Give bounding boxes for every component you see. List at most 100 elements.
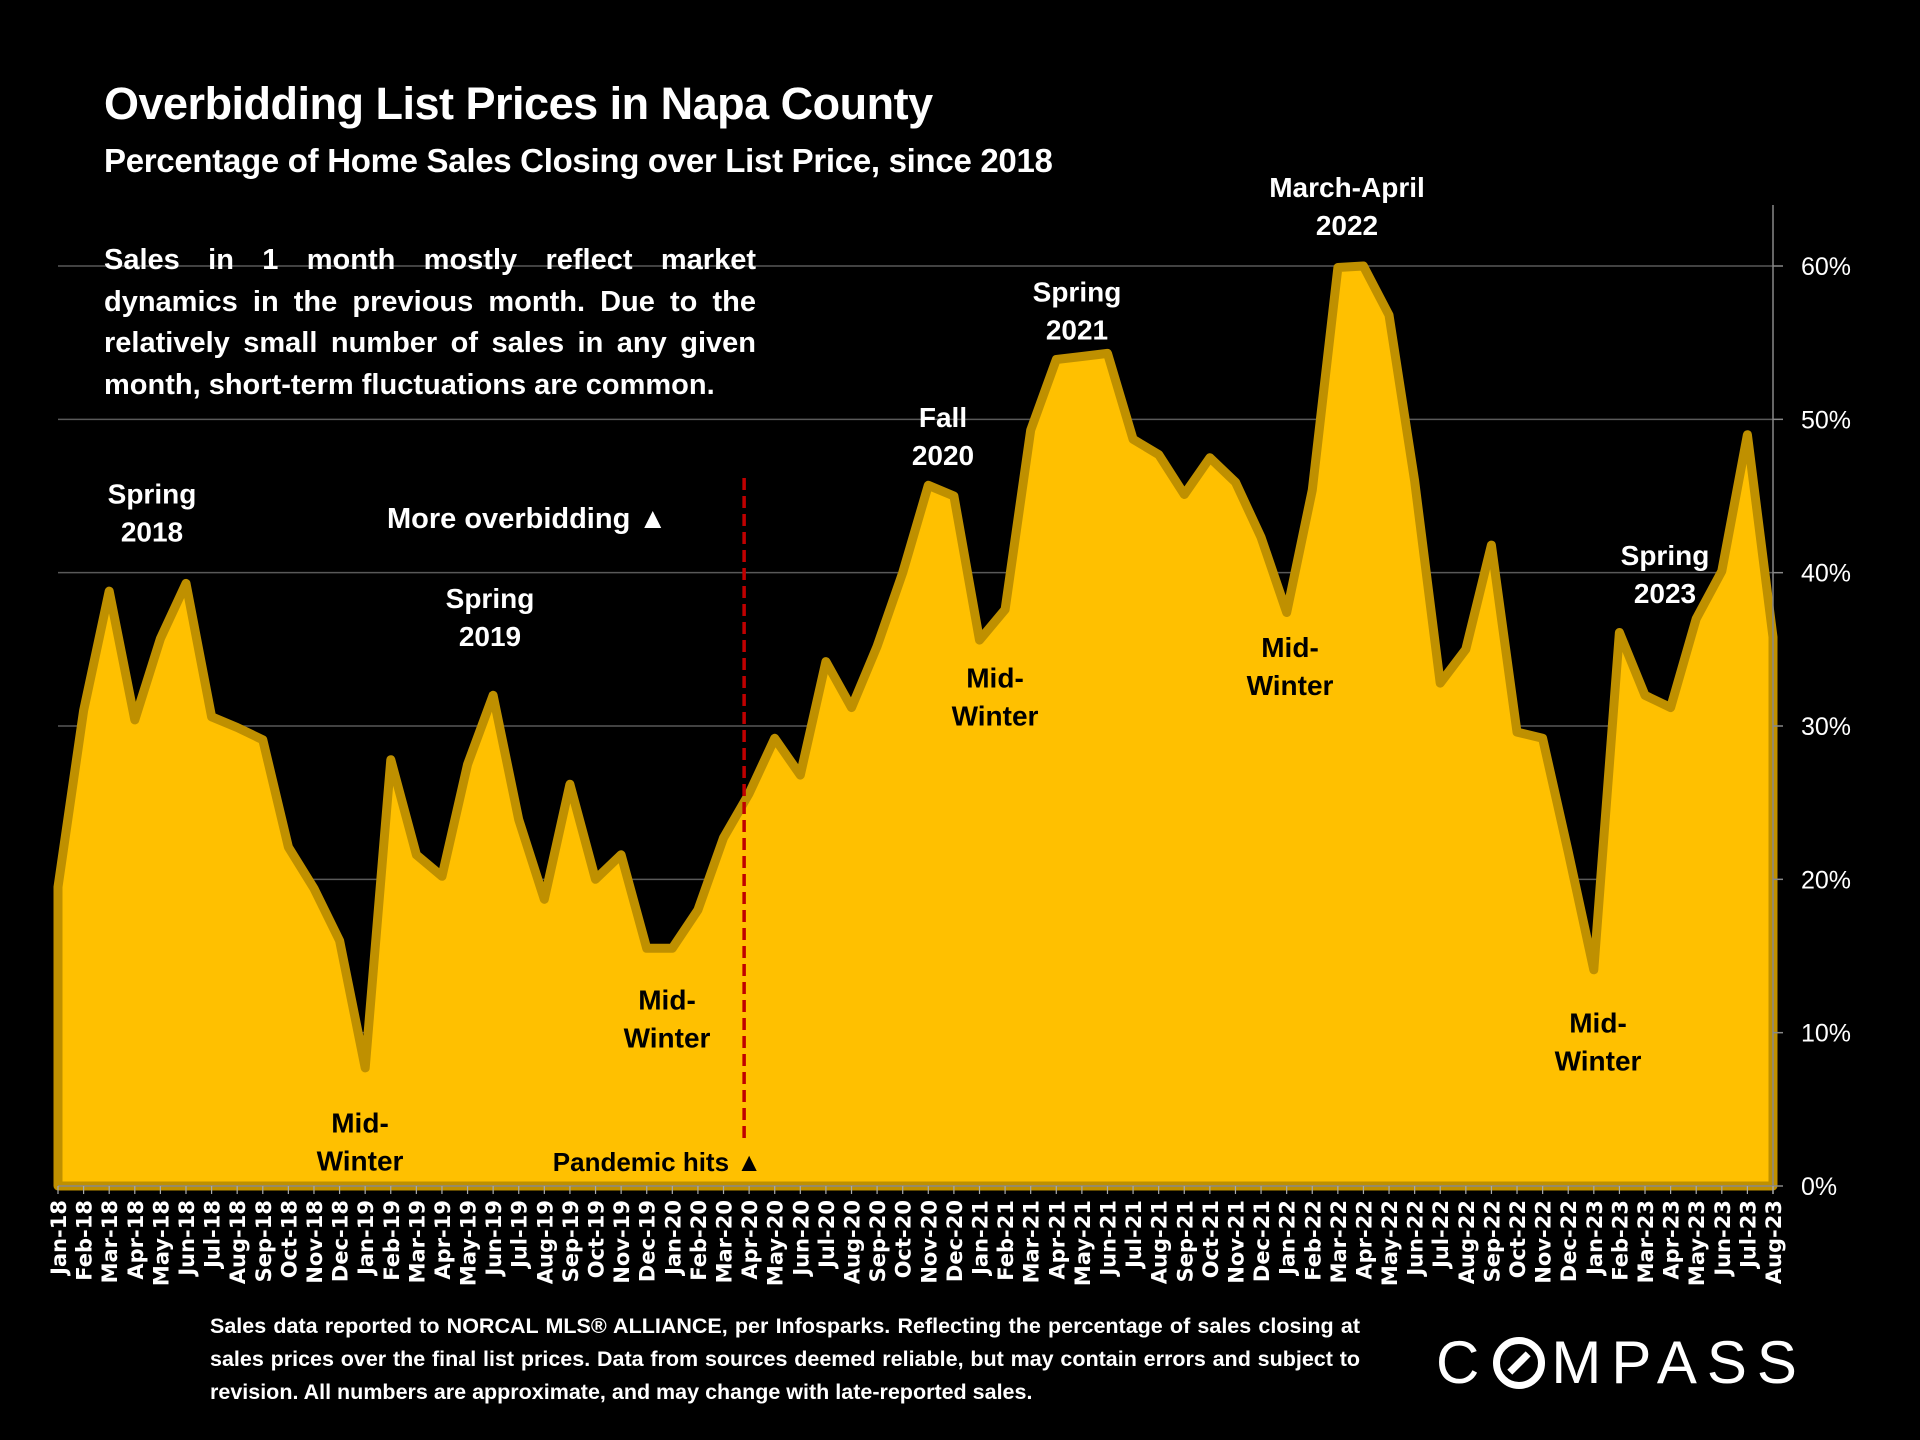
x-tick-label: Apr-21 <box>1045 1200 1069 1280</box>
x-tick-label: Mar-21 <box>1020 1200 1044 1283</box>
annotation-line: Winter <box>624 1023 711 1054</box>
x-tick-label: Jan-19 <box>354 1200 378 1277</box>
x-tick-label: Aug-21 <box>1148 1200 1172 1284</box>
annotation-line: 2020 <box>912 440 974 471</box>
x-tick-label: Jan-23 <box>1583 1200 1607 1277</box>
x-tick-label: Apr-22 <box>1352 1200 1376 1280</box>
x-tick-label: Jul-22 <box>1429 1200 1453 1270</box>
annotation-line: Mid- <box>1261 632 1319 663</box>
annotation-label: Mid- Winter <box>317 1107 404 1176</box>
x-tick-label: Mar-20 <box>713 1200 737 1283</box>
x-tick-label: Mar-23 <box>1634 1200 1658 1283</box>
annotation-line: Mid- <box>1569 1008 1627 1039</box>
y-tick-label: 50% <box>1801 406 1851 434</box>
x-tick-label: Jun-18 <box>175 1200 199 1278</box>
x-tick-label: May-18 <box>149 1200 173 1286</box>
x-tick-label: Nov-20 <box>917 1200 941 1284</box>
x-tick-label: Jun-21 <box>1096 1200 1120 1278</box>
x-tick-label: Feb-19 <box>380 1200 404 1281</box>
y-tick-label: 60% <box>1801 253 1851 281</box>
annotation-label: Mid- Winter <box>624 985 711 1054</box>
x-tick-label: Aug-22 <box>1455 1200 1479 1284</box>
x-tick-label: Aug-18 <box>226 1200 250 1284</box>
x-tick-label: Jun-23 <box>1711 1200 1735 1278</box>
x-tick-label: May-23 <box>1685 1200 1709 1286</box>
annotation-label: Spring 2018 <box>108 479 197 548</box>
annotation-line: March-April <box>1269 172 1425 203</box>
x-tick-label: Feb-21 <box>994 1200 1018 1281</box>
annotation-line: Winter <box>317 1145 404 1176</box>
chart-subtitle: Percentage of Home Sales Closing over Li… <box>104 142 1053 179</box>
annotation-line: Winter <box>1555 1046 1642 1077</box>
annotation-line: Mid- <box>966 663 1024 694</box>
x-tick-label: Oct-22 <box>1506 1200 1530 1278</box>
x-axis: Jan-18 Feb-18 Mar-18 Apr-18 May-18 Jun-18 Jul-… <box>47 1185 1786 1286</box>
annotation-line: Spring <box>1621 540 1710 571</box>
x-tick-label: Sep-19 <box>559 1200 583 1282</box>
x-tick-label: Jul-23 <box>1736 1200 1760 1270</box>
x-tick-label: Sep-21 <box>1173 1200 1197 1282</box>
annotation-line: Spring <box>1033 276 1122 307</box>
x-tick-label: Feb-20 <box>687 1200 711 1281</box>
x-tick-label: Feb-18 <box>73 1200 97 1281</box>
annotation-label: March-April 2022 <box>1269 172 1425 241</box>
x-tick-label: Oct-21 <box>1199 1200 1223 1278</box>
x-tick-label: Aug-20 <box>841 1200 865 1284</box>
x-tick-label: Dec-18 <box>329 1200 353 1282</box>
x-tick-label: May-21 <box>1071 1200 1095 1286</box>
logo-c: C <box>1436 1329 1490 1396</box>
x-tick-label: Jul-19 <box>508 1200 532 1270</box>
x-tick-label: Oct-20 <box>892 1200 916 1278</box>
area-series <box>53 261 1778 1191</box>
annotations: Spring 2018 Mid- Winter Spring 2019 Mid- Winter… <box>108 172 1710 1177</box>
x-tick-label: Jan-20 <box>661 1200 685 1277</box>
x-tick-label: Mar-19 <box>405 1200 429 1283</box>
compass-logo: C MPASS <box>1436 1328 1807 1397</box>
annotation-line: Spring <box>446 583 535 614</box>
annotation-label: Mid- Winter <box>952 663 1039 732</box>
annotation-line: 2023 <box>1634 578 1696 609</box>
annotation-line: Spring <box>108 479 197 510</box>
x-tick-label: May-20 <box>764 1200 788 1286</box>
x-tick-label: Nov-22 <box>1532 1200 1556 1284</box>
x-tick-label: Sep-20 <box>866 1200 890 1282</box>
annotation-line: Winter <box>1247 670 1334 701</box>
x-tick-label: Jul-20 <box>815 1200 839 1270</box>
logo-rest: MPASS <box>1551 1329 1807 1396</box>
x-tick-label: May-22 <box>1378 1200 1402 1286</box>
chart-title: Overbidding List Prices in Napa County <box>104 78 933 129</box>
x-tick-label: Dec-21 <box>1250 1200 1274 1282</box>
x-tick-label: Aug-23 <box>1762 1200 1786 1284</box>
x-tick-label: Feb-22 <box>1301 1200 1325 1281</box>
annotation-label: Mid- Winter <box>1555 1008 1642 1077</box>
y-axis: 0% 10% 20% 30% 40% 50% 60% <box>1772 205 1851 1201</box>
x-tick-label: May-19 <box>457 1200 481 1286</box>
annotation-line: 2022 <box>1316 210 1378 241</box>
x-tick-label: Jul-18 <box>201 1200 225 1270</box>
annotation-label: Fall 2020 <box>912 402 974 471</box>
area-fill <box>53 261 1778 1191</box>
x-tick-label: Jul-21 <box>1122 1200 1146 1270</box>
x-tick-label: Jun-20 <box>789 1200 813 1278</box>
y-tick-label: 0% <box>1801 1173 1837 1201</box>
x-tick-label: Dec-20 <box>943 1200 967 1282</box>
annotation-line: 2021 <box>1046 314 1108 345</box>
x-tick-label: Oct-19 <box>585 1200 609 1278</box>
x-tick-label: Apr-18 <box>124 1200 148 1280</box>
annotation-line: Winter <box>952 701 1039 732</box>
y-tick-label: 10% <box>1801 1020 1851 1048</box>
x-tick-label: Apr-20 <box>738 1200 762 1280</box>
x-tick-label: Apr-23 <box>1660 1200 1684 1280</box>
x-tick-label: Jun-19 <box>482 1200 506 1278</box>
annotation-line: 2018 <box>121 517 183 548</box>
source-footnote: Sales data reported to NORCAL MLS® ALLIA… <box>210 1314 1360 1404</box>
x-tick-label: Aug-19 <box>533 1200 557 1284</box>
x-tick-label: Mar-18 <box>98 1200 122 1283</box>
x-tick-label: Nov-18 <box>303 1200 327 1284</box>
x-tick-label: Jun-22 <box>1404 1200 1428 1278</box>
x-tick-label: Oct-18 <box>277 1200 301 1278</box>
annotation-line: 2019 <box>459 621 521 652</box>
pandemic-hits-label: Pandemic hits ▲ <box>553 1147 762 1177</box>
logo-compass-o-icon <box>1493 1337 1546 1389</box>
